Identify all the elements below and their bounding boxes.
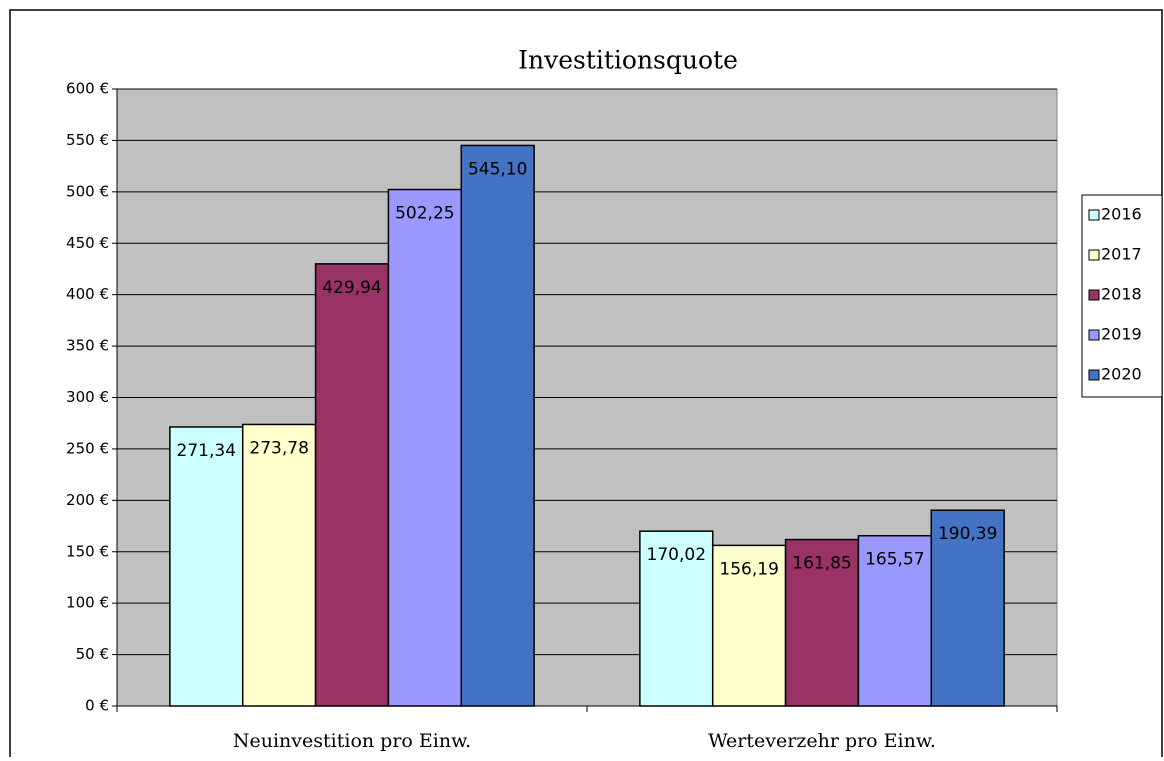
y-tick-label: 0 € [85,697,109,715]
legend-swatch [1088,329,1100,341]
legend-swatch [1088,209,1100,221]
legend-label: 2020 [1101,365,1142,384]
x-tick-label: Werteverzehr pro Einw. [708,730,936,752]
bar [387,188,463,707]
y-tick-label: 600 € [66,80,109,98]
legend-label: 2017 [1101,245,1142,264]
value-label: 161,85 [792,554,851,574]
bar [784,538,860,707]
value-label: 170,02 [647,545,706,565]
legend-swatch [1088,249,1100,261]
legend-label: 2019 [1101,325,1142,344]
legend-swatch [1088,289,1100,301]
value-label: 165,57 [865,550,924,570]
bar [460,144,535,707]
x-tick-label: Neuinvestition pro Einw. [233,730,471,752]
bar [314,263,390,707]
value-label: 502,25 [395,204,454,224]
bar [639,530,714,707]
y-tick-label: 350 € [66,337,109,355]
y-tick-label: 200 € [66,491,109,509]
y-tick-label: 100 € [66,594,109,612]
y-tick-label: 500 € [66,182,109,200]
y-tick-label: 400 € [66,285,109,303]
value-label: 545,10 [468,159,527,179]
bar [711,544,787,707]
legend-swatch [1088,369,1100,381]
bar [857,534,933,707]
legend-label: 2016 [1101,205,1142,224]
y-tick-label: 550 € [66,131,109,149]
bar [241,423,317,707]
value-label: 190,39 [938,524,997,544]
chart-title: Investitionsquote [518,46,738,75]
y-tick-label: 250 € [66,439,109,457]
value-label: 271,34 [177,441,236,461]
value-label: 156,19 [719,559,778,579]
bar [930,509,1005,707]
y-tick-label: 300 € [66,388,109,406]
legend-label: 2018 [1101,285,1142,304]
y-tick-label: 50 € [76,645,109,663]
value-label: 429,94 [322,278,381,298]
y-tick-label: 150 € [66,542,109,560]
value-label: 273,78 [249,438,308,458]
y-tick-label: 450 € [66,234,109,252]
bar [169,426,244,707]
